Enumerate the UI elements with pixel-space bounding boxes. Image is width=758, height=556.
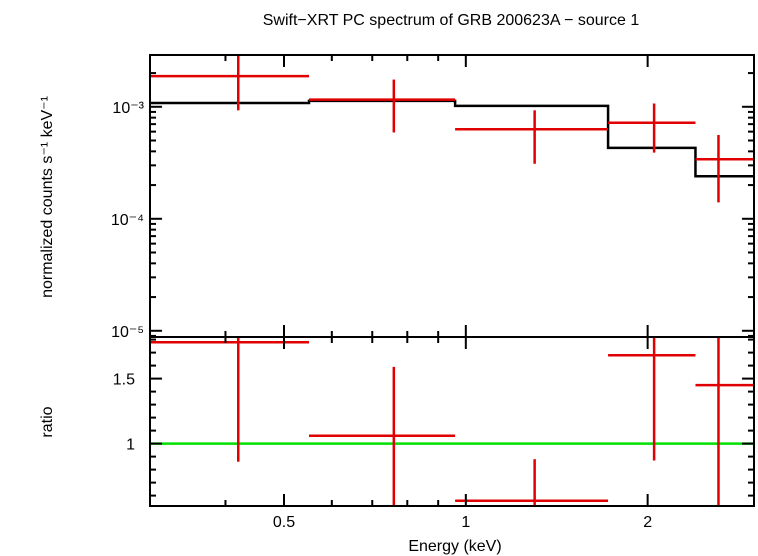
ratio-point-3 — [608, 337, 696, 461]
x-tick-label: 1 — [461, 514, 470, 531]
ratio-point-0 — [150, 337, 309, 462]
spectrum-frame — [149, 54, 755, 338]
ratio-point-4 — [695, 337, 754, 506]
ratio-panel: 0.5 1 2 1.5 1 — [113, 336, 755, 531]
ratio-frame — [149, 336, 755, 507]
y-tick-label-ratio: 1 — [126, 437, 135, 454]
x-tick-label: 0.5 — [273, 514, 295, 531]
ratio-point-2 — [455, 459, 609, 506]
data-point-3 — [608, 103, 696, 153]
spectrum-panel: 10⁻³ 10⁻⁴ 10⁻⁵ — [111, 54, 755, 341]
data-point-0 — [150, 55, 309, 111]
y-tick-label-spectrum: 10⁻⁵ — [111, 324, 144, 341]
y-axis-label-ratio: ratio — [39, 406, 56, 437]
chart-title: Swift−XRT PC spectrum of GRB 200623A − s… — [263, 12, 640, 29]
y-axis-label-spectrum: normalized counts s⁻¹ keV⁻¹ — [39, 96, 56, 298]
y-tick-label-ratio: 1.5 — [113, 372, 135, 389]
y-tick-label-spectrum: 10⁻⁴ — [111, 212, 144, 229]
x-axis-label: Energy (keV) — [408, 538, 501, 555]
model-curve — [150, 99, 754, 178]
x-tick-label: 2 — [643, 514, 652, 531]
data-point-1 — [308, 79, 456, 133]
ratio-point-1 — [308, 366, 456, 506]
data-point-2 — [455, 110, 609, 164]
data-point-4 — [695, 134, 754, 203]
y-tick-label-spectrum: 10⁻³ — [112, 100, 144, 117]
